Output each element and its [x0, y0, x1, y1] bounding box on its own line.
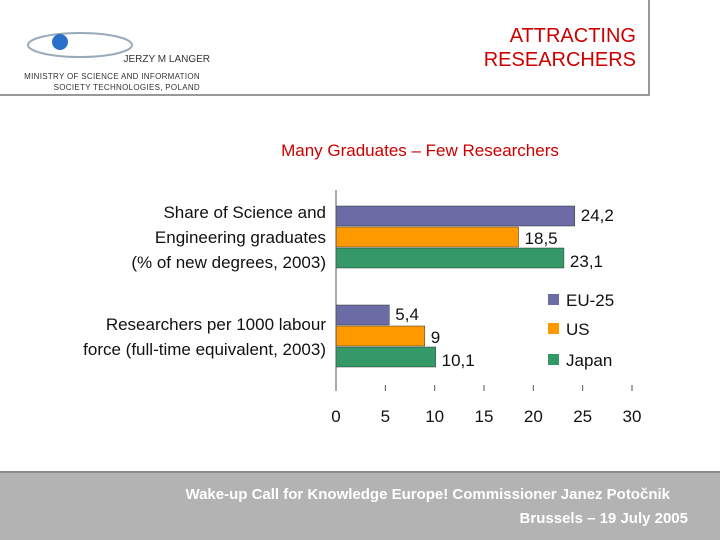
author: JERZY M LANGER: [123, 54, 211, 65]
footer-band: [0, 472, 720, 540]
slide-title: ATTRACTING RESEARCHERS: [483, 25, 636, 71]
logo-ring: [27, 32, 133, 58]
category-label: Researchers per 1000 labour force (full-…: [83, 314, 326, 359]
legend-label: EU-25: [566, 291, 614, 310]
value-label: 10,1: [442, 351, 475, 370]
value-label: 5,4: [395, 305, 419, 324]
x-tick-label: 20: [524, 407, 543, 426]
x-tick-label: 0: [331, 407, 340, 426]
bar: [335, 226, 519, 248]
category-label: Share of Science and Engineering graduat…: [131, 203, 326, 272]
value-label: 24,2: [581, 206, 614, 225]
bar: [335, 325, 426, 347]
legend-swatch: [548, 354, 559, 365]
legend-label: Japan: [566, 351, 612, 370]
x-tick-label: 10: [425, 407, 444, 426]
footer-line: Brussels – 19 July 2005: [519, 510, 688, 527]
x-tick-label: 5: [381, 407, 390, 426]
value-label: 9: [431, 328, 440, 347]
legend-swatch: [548, 294, 559, 305]
x-tick-label: 25: [573, 407, 592, 426]
value-label: 23,1: [570, 252, 603, 271]
chart-title: Many Graduates – Few Researchers: [281, 141, 559, 160]
logo-ball: [52, 34, 68, 50]
bar: [335, 205, 576, 227]
legend-label: US: [566, 320, 590, 339]
bar: [335, 304, 390, 326]
bar: [335, 247, 565, 269]
footer-line: Wake-up Call for Knowledge Europe! Commi…: [185, 486, 670, 503]
bar: [335, 346, 436, 368]
x-tick-label: 15: [475, 407, 494, 426]
legend-swatch: [548, 323, 559, 334]
value-label: 18,5: [525, 229, 558, 248]
affiliation: MINISTRY OF SCIENCE AND INFORMATION SOCI…: [24, 72, 200, 92]
x-tick-label: 30: [623, 407, 642, 426]
